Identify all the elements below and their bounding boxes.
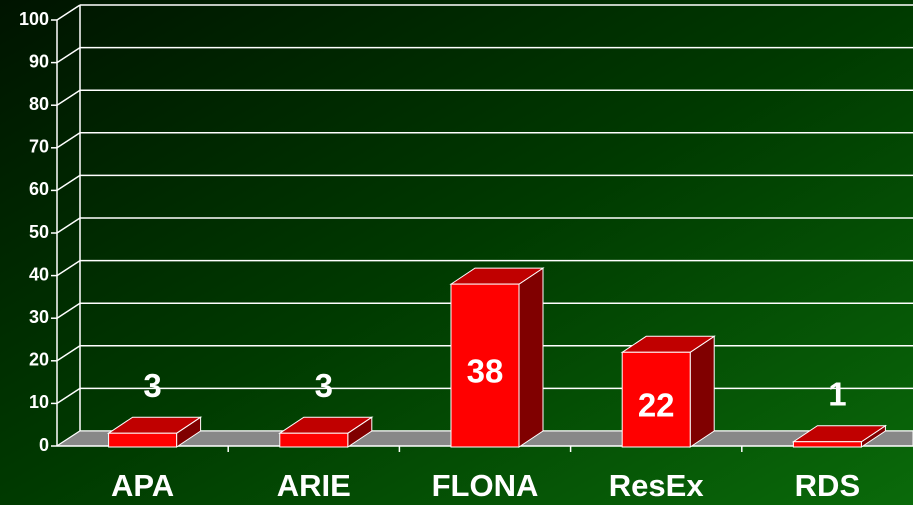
x-tick-label: ResEx (609, 468, 705, 503)
y-tick-label: 30 (29, 307, 49, 327)
bar (792, 441, 862, 448)
grid-line (56, 174, 81, 192)
grid-line (56, 302, 81, 319)
value-label: 38 (467, 352, 504, 389)
y-tick-label: 100 (19, 9, 49, 29)
grid-line (56, 89, 81, 106)
y-tick-label: 90 (29, 51, 49, 71)
y-tick-label: 10 (29, 392, 49, 412)
grid-line (56, 4, 81, 21)
y-tick-label: 70 (29, 137, 49, 157)
y-tick-label: 0 (39, 435, 49, 455)
bar (108, 432, 178, 448)
y-tick-label: 40 (29, 264, 49, 284)
grid-line (56, 217, 81, 234)
bar (450, 283, 520, 448)
grid-line (56, 345, 81, 362)
grid-line (56, 132, 81, 149)
x-tick-label: FLONA (432, 468, 539, 503)
bar-side (518, 267, 544, 448)
bar-side (689, 335, 715, 448)
x-tick-label: APA (111, 468, 174, 503)
value-label: 3 (143, 367, 161, 404)
y-tick-label: 20 (29, 350, 49, 370)
y-tick-label: 50 (29, 222, 49, 242)
value-label: 1 (828, 375, 846, 412)
value-label: 3 (315, 367, 333, 404)
value-label: 22 (638, 386, 675, 423)
grid-line (56, 387, 81, 405)
bar (279, 432, 349, 448)
x-tick-label: RDS (795, 468, 860, 503)
bar (621, 351, 691, 448)
y-tick-label: 80 (29, 94, 49, 114)
grid-line (56, 259, 81, 277)
y-tick-label: 60 (29, 179, 49, 199)
grid-line (56, 46, 81, 64)
x-tick-label: ARIE (277, 468, 351, 503)
